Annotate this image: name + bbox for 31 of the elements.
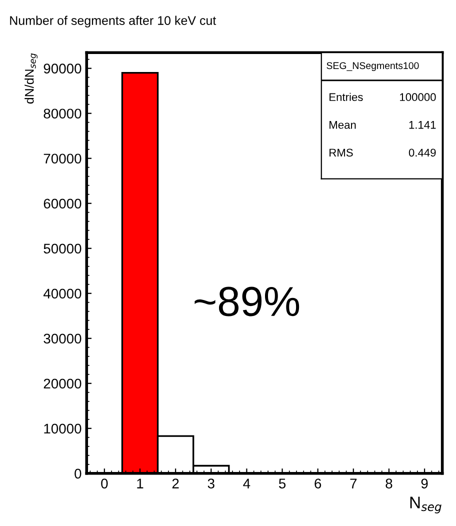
x-tick-label: 7 — [350, 478, 357, 488]
x-tick-label: 0 — [101, 478, 108, 488]
x-tick-label: 9 — [421, 478, 428, 488]
y-tick-label: 70000 — [44, 154, 82, 164]
y-tick-label: 80000 — [44, 108, 82, 119]
annotation: ~89% — [194, 286, 300, 316]
y-tick-label: 90000 — [44, 64, 82, 74]
annotation: 100000 — [400, 93, 436, 102]
y-tick-label: 30000 — [44, 334, 82, 344]
x-tick-label: 1 — [137, 478, 144, 488]
x-tick-label: 5 — [278, 478, 286, 488]
annotation: RMS — [330, 148, 353, 157]
y-tick-label: 0 — [74, 468, 82, 479]
y-tick-label: 20000 — [44, 378, 82, 389]
annotation: SEG_NSegments100 — [326, 62, 419, 72]
y-tick-label: 10000 — [44, 424, 82, 434]
x-tick-label: 3 — [208, 478, 214, 488]
y-axis-title: dN/dN$_{seg}$ — [24, 53, 38, 104]
annotation: 0.449 — [408, 148, 436, 157]
y-tick-label: 40000 — [43, 288, 82, 299]
annotation: 1.141 — [409, 121, 436, 129]
y-tick-label: 50000 — [44, 244, 82, 254]
annotation: Entries — [330, 92, 363, 102]
annotation: Mean — [330, 121, 356, 129]
x-tick-label: 6 — [314, 478, 322, 488]
x-tick-label: 8 — [386, 478, 392, 488]
x-tick-label: 2 — [172, 478, 179, 488]
chart-title: Number of segments after 10 keV cut — [10, 16, 216, 28]
x-tick-label: 4 — [243, 478, 250, 488]
x-axis-title: N$_{seg}$ — [410, 496, 442, 514]
y-tick-label: 60000 — [44, 198, 82, 209]
